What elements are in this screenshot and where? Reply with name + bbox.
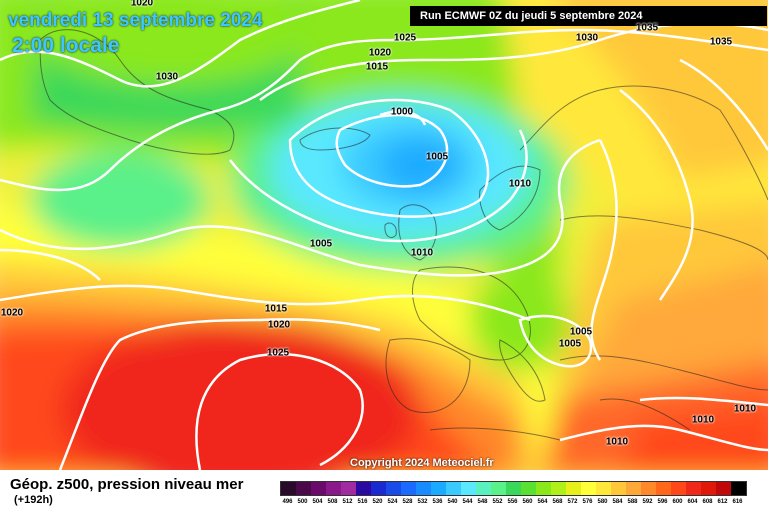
color-scale-tick: 572 (567, 499, 578, 505)
color-scale-tick: 580 (597, 499, 608, 505)
color-scale-swatch (296, 482, 311, 495)
color-scale-swatch (461, 482, 476, 495)
color-scale-tick: 516 (357, 499, 368, 505)
legend-title: Géop. z500, pression niveau mer (10, 476, 244, 493)
color-scale-tick: 560 (522, 499, 533, 505)
isobar-label: 1020 (368, 47, 392, 59)
color-scale-swatch (551, 482, 566, 495)
color-scale-swatch (311, 482, 326, 495)
color-scale-swatch (701, 482, 716, 495)
isobars (0, 0, 768, 470)
color-scale-tick: 584 (612, 499, 623, 505)
color-scale-swatch (506, 482, 521, 495)
color-scale-tick: 552 (492, 499, 503, 505)
isobar-label: 1015 (365, 61, 389, 73)
color-scale-swatch (491, 482, 506, 495)
color-scale-swatch (476, 482, 491, 495)
color-scale-tick: 592 (642, 499, 653, 505)
isobar-label: 1030 (575, 32, 599, 44)
color-scale-swatch (641, 482, 656, 495)
isobar-label: 1020 (0, 307, 24, 319)
color-scale-tick: 604 (687, 499, 698, 505)
color-scale-tick: 532 (417, 499, 428, 505)
color-scale-swatch (401, 482, 416, 495)
color-scale-tick: 608 (702, 499, 713, 505)
color-scale-tick: 504 (312, 499, 323, 505)
color-scale-swatch (596, 482, 611, 495)
color-scale-swatch (731, 482, 746, 495)
color-scale-tick: 540 (447, 499, 458, 505)
isobar-label: 1010 (691, 414, 715, 426)
color-scale-tick: 568 (552, 499, 563, 505)
color-scale-bar (280, 481, 747, 496)
color-scale-tick: 556 (507, 499, 518, 505)
isobar-label: 1025 (393, 32, 417, 44)
forecast-date: vendredi 13 septembre 2024 (8, 10, 263, 31)
color-scale-tick: 520 (372, 499, 383, 505)
forecast-local-time: 2:00 locale (12, 34, 120, 57)
color-scale-swatch (611, 482, 626, 495)
isobar-label: 1000 (390, 106, 414, 118)
isobar-label: 1035 (709, 36, 733, 48)
color-scale-tick: 528 (402, 499, 413, 505)
color-scale-tick: 576 (582, 499, 593, 505)
color-scale-tick: 612 (717, 499, 728, 505)
isobar-label: 1035 (635, 22, 659, 34)
color-scale-tick: 600 (672, 499, 683, 505)
legend-subtitle: (+192h) (14, 494, 53, 506)
color-scale-swatch (281, 482, 296, 495)
isobar-label: 1010 (605, 436, 629, 448)
isobar-label: 1010 (508, 178, 532, 190)
color-scale-tick: 536 (432, 499, 443, 505)
color-scale-swatch (566, 482, 581, 495)
isobar-label: 1005 (309, 238, 333, 250)
color-scale-tick: 496 (282, 499, 293, 505)
color-scale-swatch (626, 482, 641, 495)
color-scale-swatch (521, 482, 536, 495)
copyright-notice: Copyright 2024 Meteociel.fr (350, 457, 494, 469)
color-scale-tick: 548 (477, 499, 488, 505)
color-scale-tick: 588 (627, 499, 638, 505)
color-scale-swatch (716, 482, 731, 495)
isobar-label: 1010 (733, 403, 757, 415)
color-scale-tick: 596 (657, 499, 668, 505)
color-scale-swatch (431, 482, 446, 495)
isobar-label: 1025 (266, 347, 290, 359)
color-scale-tick: 500 (297, 499, 308, 505)
isobar-label: 1020 (267, 319, 291, 331)
isobar-label: 1005 (569, 326, 593, 338)
color-scale-swatch (371, 482, 386, 495)
color-scale-tick: 508 (327, 499, 338, 505)
color-scale-swatch (581, 482, 596, 495)
color-scale-swatch (446, 482, 461, 495)
color-scale-swatch (536, 482, 551, 495)
color-scale-swatch (671, 482, 686, 495)
color-scale-swatch (686, 482, 701, 495)
color-scale-swatch (416, 482, 431, 495)
color-scale-tick: 524 (387, 499, 398, 505)
isobar-label: 1020 (130, 0, 154, 9)
color-scale-swatch (326, 482, 341, 495)
color-scale-tick: 564 (537, 499, 548, 505)
isobar-label: 1005 (558, 338, 582, 350)
isobar-label: 1030 (155, 71, 179, 83)
color-scale-ticks: 496 500 504 508 512 516 520 524 528 532 536 540 544 5… (280, 499, 745, 505)
coastlines (39, 29, 768, 441)
color-scale-tick: 512 (342, 499, 353, 505)
color-scale-swatch (656, 482, 671, 495)
isobar-label: 1005 (425, 151, 449, 163)
model-run-banner: Run ECMWF 0Z du jeudi 5 septembre 2024 (410, 6, 767, 26)
color-scale-tick: 616 (732, 499, 743, 505)
isobar-label: 1010 (410, 247, 434, 259)
color-scale-swatch (341, 482, 356, 495)
color-scale-swatch (356, 482, 371, 495)
color-scale-tick: 544 (462, 499, 473, 505)
color-scale-swatch (386, 482, 401, 495)
isobar-label: 1015 (264, 303, 288, 315)
